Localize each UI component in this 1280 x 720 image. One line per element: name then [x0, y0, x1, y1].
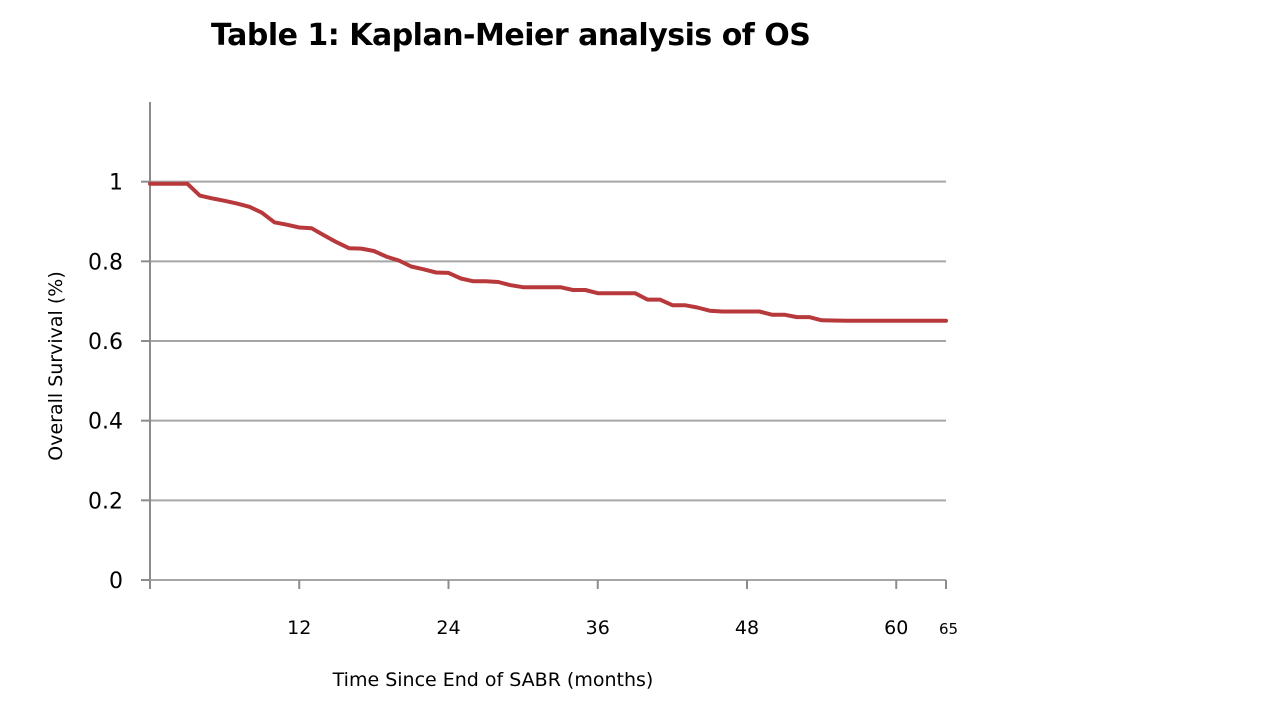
y-tick-label: 0.4	[88, 410, 123, 435]
x-extra-tick-label: 65	[939, 620, 958, 638]
x-tick-label: 36	[586, 617, 610, 639]
x-tick-label: 12	[287, 617, 311, 639]
x-tick-label: 48	[735, 617, 759, 639]
label-layer: 0 0.2 0.4 0.6 0.8 1 12 24 36 48 60	[88, 171, 908, 639]
grid-layer	[150, 180, 946, 502]
y-tick-label: 0.2	[88, 489, 123, 514]
x-tick-label: 24	[436, 617, 460, 639]
x-tick-label: 60	[884, 617, 908, 639]
survival-curve	[148, 181, 948, 323]
chart-title: Table 1: Kaplan-Meier analysis of OS	[211, 18, 811, 53]
y-axis-title: Overall Survival (%)	[45, 271, 67, 460]
x-axis-title: Time Since End of SABR (months)	[332, 669, 654, 691]
y-tick-label: 0	[109, 569, 123, 594]
tick-layer	[141, 180, 947, 589]
y-tick-label: 0.6	[88, 330, 123, 355]
y-tick-label: 0.8	[88, 250, 123, 275]
y-tick-label: 1	[109, 171, 123, 196]
